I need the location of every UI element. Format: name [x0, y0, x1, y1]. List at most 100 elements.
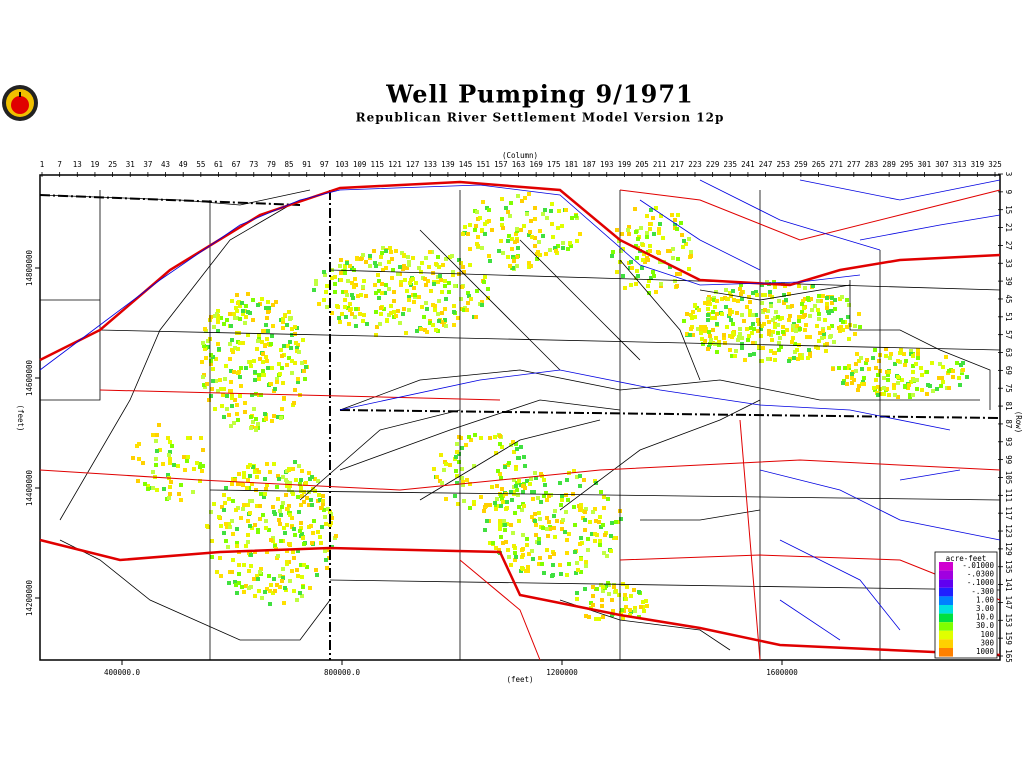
pumping-cell — [476, 244, 480, 248]
pumping-cell — [230, 299, 234, 303]
pumping-cell — [278, 372, 282, 376]
column-tick-label: 133 — [423, 160, 437, 169]
pumping-cell — [583, 510, 587, 514]
pumping-cell — [373, 283, 377, 287]
pumping-cell — [752, 352, 756, 356]
pumping-cell — [479, 495, 483, 499]
pumping-cell — [405, 266, 409, 270]
pumping-cell — [614, 520, 618, 524]
pumping-cell — [856, 388, 860, 392]
pumping-cell — [273, 544, 277, 548]
pumping-cell — [679, 221, 683, 225]
pumping-cell — [441, 263, 445, 267]
pumping-cell — [374, 291, 378, 295]
pumping-cell — [728, 312, 732, 316]
column-tick-label: 265 — [812, 160, 826, 169]
pumping-cell — [831, 367, 835, 371]
pumping-cell — [356, 294, 360, 298]
pumping-cell — [246, 540, 250, 544]
pumping-cell — [198, 465, 202, 469]
pumping-cell — [341, 290, 345, 294]
legend-label: 100 — [980, 630, 994, 639]
pumping-cell — [296, 380, 300, 384]
pumping-cell — [232, 312, 236, 316]
pumping-cell — [390, 276, 394, 280]
pumping-cell — [499, 476, 503, 480]
pumping-cell — [216, 329, 220, 333]
pumping-cell — [263, 492, 267, 496]
pumping-cell — [443, 318, 447, 322]
pumping-cell — [408, 281, 412, 285]
pumping-cell — [961, 368, 965, 372]
pumping-cell — [265, 359, 269, 363]
pumping-cell — [310, 503, 314, 507]
pumping-cell — [345, 293, 349, 297]
pumping-cell — [380, 251, 384, 255]
pumping-cell — [255, 504, 259, 508]
pumping-cell — [519, 228, 523, 232]
pumping-cell — [444, 297, 448, 301]
pumping-cell — [725, 297, 729, 301]
pumping-cell — [146, 487, 150, 491]
pumping-cell — [385, 319, 389, 323]
pumping-cell — [227, 522, 231, 526]
pumping-cell — [840, 295, 844, 299]
pumping-cell — [691, 310, 695, 314]
pumping-cell — [838, 329, 842, 333]
pumping-cell — [209, 353, 213, 357]
pumping-cell — [935, 387, 939, 391]
pumping-cell — [494, 451, 498, 455]
pumping-cell — [647, 291, 651, 295]
pumping-cell — [533, 244, 537, 248]
pumping-cell — [529, 264, 533, 268]
pumping-cell — [281, 326, 285, 330]
pumping-cell — [521, 553, 525, 557]
column-tick-label: 121 — [388, 160, 402, 169]
pumping-cell — [425, 330, 429, 334]
pumping-cell — [251, 318, 255, 322]
pumping-cell — [738, 327, 742, 331]
pumping-cell — [806, 297, 810, 301]
pumping-cell — [756, 318, 760, 322]
pumping-cell — [468, 247, 472, 251]
pumping-cell — [588, 520, 592, 524]
pumping-cell — [888, 356, 892, 360]
pumping-cell — [297, 350, 301, 354]
pumping-cell — [276, 415, 280, 419]
pumping-cell — [222, 387, 226, 391]
pumping-cell — [506, 239, 510, 243]
pumping-cell — [582, 478, 586, 482]
pumping-cell — [248, 360, 252, 364]
pumping-cell — [787, 359, 791, 363]
pumping-cell — [151, 486, 155, 490]
pumping-cell — [374, 264, 378, 268]
pumping-cell — [756, 329, 760, 333]
pumping-cell — [886, 378, 890, 382]
pumping-cell — [157, 423, 161, 427]
pumping-cell — [515, 488, 519, 492]
pumping-cell — [817, 294, 821, 298]
pumping-cell — [774, 310, 778, 314]
pumping-cell — [602, 495, 606, 499]
pumping-cell — [768, 290, 772, 294]
pumping-cell — [550, 202, 554, 206]
pumping-cell — [671, 256, 675, 260]
pumping-cell — [887, 393, 891, 397]
pumping-cell — [501, 541, 505, 545]
pumping-cell — [323, 549, 327, 553]
pumping-cell — [231, 532, 235, 536]
pumping-cell — [343, 298, 347, 302]
pumping-cell — [513, 551, 517, 555]
legend-label: -.1000 — [967, 578, 995, 587]
pumping-cell — [797, 319, 801, 323]
pumping-cell — [277, 362, 281, 366]
pumping-cell — [282, 344, 286, 348]
pumping-cell — [629, 283, 633, 287]
pumping-cell — [573, 550, 577, 554]
pumping-cell — [542, 478, 546, 482]
pumping-cell — [268, 470, 272, 474]
pumping-cell — [777, 348, 781, 352]
pumping-cell — [657, 227, 661, 231]
pumping-cell — [619, 517, 623, 521]
pumping-cell — [657, 231, 661, 235]
